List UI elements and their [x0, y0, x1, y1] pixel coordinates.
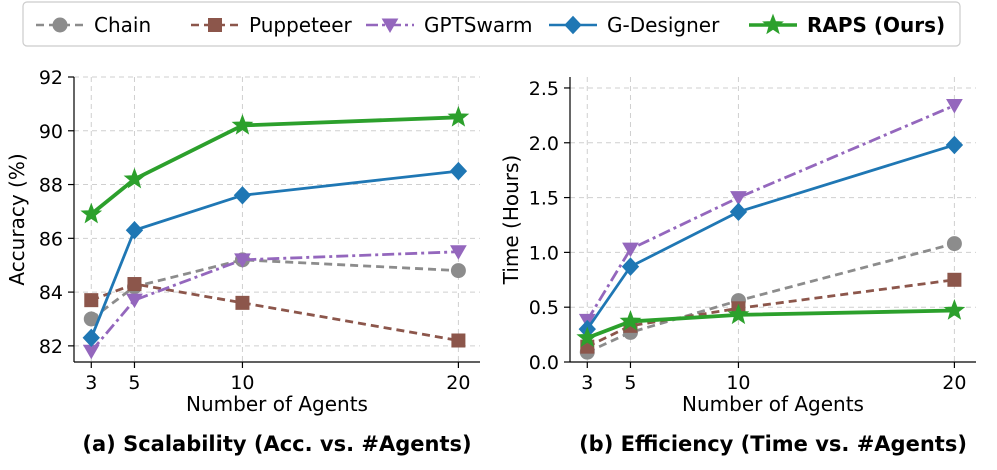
series-line-raps-ours	[90, 115, 459, 216]
point-puppeteer-5	[127, 277, 142, 292]
series-line-gptswarm	[90, 250, 459, 353]
legend-label-puppeteer: Puppeteer	[249, 13, 353, 37]
point-gptswarm-20	[450, 245, 467, 260]
series-g-designer	[578, 135, 964, 339]
point-gptswarm-10	[730, 191, 747, 206]
legend: Chain Puppeteer GPTSwarm G-Designer RAPS (Ou…	[22, 1, 961, 47]
series-line-chain	[90, 258, 459, 321]
point-raps-ours-3	[80, 202, 103, 224]
x-tick-label-1: 5	[624, 372, 636, 394]
point-chain-20	[450, 263, 466, 279]
y-tick-label-5: 92	[39, 67, 63, 89]
legend-marker-g-designer	[564, 15, 582, 35]
series-gptswarm	[578, 99, 963, 329]
point-g-designer-10	[233, 186, 252, 205]
legend-marker-gptswarm	[381, 18, 399, 34]
legend-marker-chain	[52, 17, 68, 33]
legend-item-g-designer: G-Designer	[549, 13, 720, 37]
series-line-raps-ours	[586, 308, 955, 340]
panel-accuracy: 82 84 86 88 90 92 3 5 10 20 Number of Agents Accura…	[5, 67, 480, 456]
y-tick-label-3: 88	[39, 175, 63, 197]
point-gptswarm-3	[82, 344, 100, 360]
x-tick-label-1: 5	[128, 372, 140, 394]
point-gptswarm-5	[126, 293, 143, 309]
point-puppeteer-20	[451, 333, 466, 348]
panel-caption: (a) Scalability (Acc. vs. #Agents)	[82, 432, 471, 456]
point-raps-ours-10	[231, 113, 254, 135]
point-raps-ours-20	[447, 105, 470, 127]
point-raps-ours-5	[123, 167, 146, 189]
x-axis-label: Number of Agents	[682, 392, 864, 416]
legend-marker-puppeteer	[208, 18, 222, 32]
series-puppeteer	[84, 277, 466, 348]
y-tick-label-0: 0.0	[529, 352, 559, 374]
point-chain-20	[946, 236, 962, 252]
y-axis-label: Time (Hours)	[499, 155, 523, 286]
point-g-designer-3	[82, 328, 100, 348]
x-tick-label-3: 20	[942, 372, 966, 394]
legend-label-g-designer: G-Designer	[607, 13, 720, 37]
series-line-g-designer	[89, 169, 459, 339]
panel-caption: (b) Efficiency (Time vs. #Agents)	[579, 432, 967, 456]
y-tick-label-3: 1.5	[529, 188, 559, 210]
series-line-g-designer	[586, 143, 955, 330]
point-raps-ours-3	[576, 326, 599, 348]
series-chain	[579, 236, 962, 360]
y-tick-label-2: 86	[39, 228, 63, 250]
panel-time: 0.0 0.5 1.0 1.5 2.0 2.5 3 5 10 20 Number of Agents…	[499, 77, 976, 456]
series-line-puppeteer	[586, 278, 955, 348]
legend-item-puppeteer: Puppeteer	[191, 13, 353, 37]
legend-item-chain: Chain	[36, 13, 151, 37]
y-axis-label: Accuracy (%)	[5, 153, 29, 285]
point-puppeteer-3	[84, 293, 99, 308]
legend-item-raps-ours: RAPS (Ours)	[749, 13, 945, 37]
series-raps-ours	[576, 299, 966, 348]
y-tick-label-5: 2.5	[529, 78, 559, 100]
series-gptswarm	[82, 245, 467, 360]
x-tick-label-0: 3	[85, 372, 97, 394]
series-line-puppeteer	[90, 282, 459, 342]
legend-frame	[22, 1, 961, 47]
y-tick-label-4: 90	[39, 121, 63, 143]
x-tick-label-2: 10	[726, 372, 750, 394]
legend-label-gptswarm: GPTSwarm	[424, 13, 532, 37]
x-axis-label: Number of Agents	[186, 392, 368, 416]
point-gptswarm-10	[234, 253, 251, 268]
x-tick-label-3: 20	[446, 372, 470, 394]
series-raps-ours	[80, 105, 470, 224]
point-puppeteer-20	[947, 272, 962, 287]
legend-label-raps-ours: RAPS (Ours)	[807, 13, 945, 37]
legend-item-gptswarm: GPTSwarm	[366, 13, 532, 37]
legend-marker-raps-ours	[762, 13, 784, 35]
point-g-designer-10	[729, 202, 748, 222]
point-raps-ours-5	[619, 310, 642, 331]
legend-label-chain: Chain	[94, 13, 151, 37]
point-gptswarm-5	[622, 242, 639, 258]
y-tick-label-1: 84	[39, 282, 63, 304]
x-tick-label-0: 3	[581, 372, 593, 394]
point-raps-ours-20	[943, 299, 966, 320]
point-g-designer-20	[449, 161, 468, 181]
series-g-designer	[82, 161, 468, 348]
y-tick-label-0: 82	[39, 336, 63, 358]
point-g-designer-5	[125, 221, 144, 240]
series-line-gptswarm	[586, 104, 955, 322]
y-tick-label-1: 0.5	[529, 297, 559, 319]
y-tick-label-4: 2.0	[529, 133, 559, 155]
point-puppeteer-10	[235, 295, 250, 310]
point-g-designer-20	[945, 135, 964, 155]
point-gptswarm-20	[946, 99, 963, 114]
x-tick-label-2: 10	[230, 372, 254, 394]
point-g-designer-5	[621, 257, 640, 276]
point-raps-ours-10	[727, 303, 750, 325]
y-tick-label-2: 1.0	[529, 242, 559, 264]
